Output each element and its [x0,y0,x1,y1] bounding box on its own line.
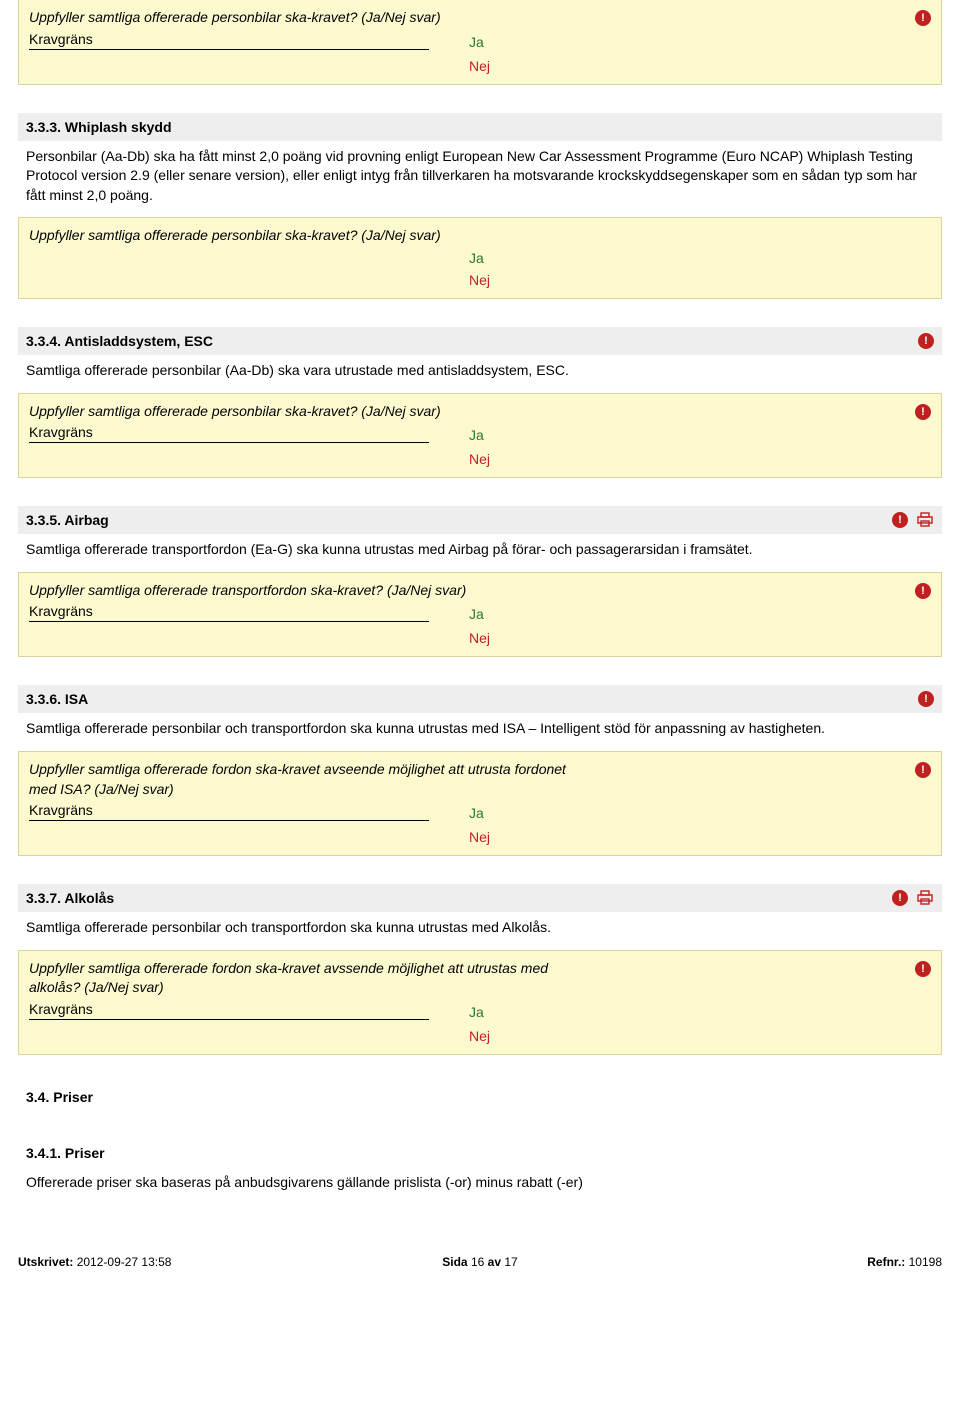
footer-av-label: av [488,1255,501,1269]
section-body: Samtliga offererade transportfordon (Ea-… [18,534,942,568]
section-header: 3.3.7. Alkolås! [18,884,942,912]
alert-icon: ! [918,691,934,707]
answer-nej: Nej [469,272,931,288]
question-text: Uppfyller samtliga offererade transportf… [29,581,589,601]
answer-nej: Nej [469,1028,490,1044]
answer-nej: Nej [469,451,490,467]
alert-icon: ! [892,890,908,906]
section-title: 3.3.5. Airbag [26,512,884,528]
section-header: 3.3.6. ISA! [18,685,942,713]
section-title: 3.3.4. Antisladdsystem, ESC [26,333,910,349]
kravgrans-label: Kravgräns [29,31,429,50]
page-footer: Utskrivet: 2012-09-27 13:58 Sida 16 av 1… [0,1249,960,1279]
footer-page-current: 16 [471,1255,484,1269]
footer-utskrivet-value: 2012-09-27 13:58 [77,1255,172,1269]
section-body: Samtliga offererade personbilar (Aa-Db) … [18,355,942,389]
footer-refnr-value: 10198 [909,1255,942,1269]
heading: 3.4.1. Priser [18,1139,942,1167]
alert-icon: ! [915,10,931,26]
answer-ja: Ja [469,34,484,50]
question-text: Uppfyller samtliga offererade personbila… [29,226,589,246]
footer-sida-label: Sida [442,1255,467,1269]
section-title: 3.3.7. Alkolås [26,890,884,906]
section-body: Offererade priser ska baseras på anbudsg… [18,1167,942,1201]
footer-page-total: 17 [504,1255,517,1269]
answer-ja: Ja [469,606,484,622]
kravgrans-label: Kravgräns [29,603,429,622]
question-text: Uppfyller samtliga offererade fordon ska… [29,959,589,998]
answer-ja: Ja [469,1004,484,1020]
print-icon [916,890,934,906]
question-box: ! Uppfyller samtliga offererade fordon sk… [18,950,942,1055]
answer-nej: Nej [469,630,490,646]
alert-icon: ! [892,512,908,528]
kravgrans-label: Kravgräns [29,424,429,443]
section-body: Samtliga offererade personbilar och tran… [18,912,942,946]
section-header: 3.3.4. Antisladdsystem, ESC! [18,327,942,355]
question-box: ! Uppfyller samtliga offererade transport… [18,572,942,658]
alert-icon: ! [915,583,931,599]
kravgrans-label: Kravgräns [29,802,429,821]
question-text: Uppfyller samtliga offererade fordon ska… [29,760,589,799]
question-box: ! Uppfyller samtliga offererade personbil… [18,393,942,479]
answer-nej: Nej [469,829,490,845]
footer-refnr-label: Refnr.: [867,1255,905,1269]
answer-nej: Nej [469,58,490,74]
alert-icon: ! [915,404,931,420]
section-title: 3.3.6. ISA [26,691,910,707]
question-text: Uppfyller samtliga offererade personbila… [29,402,589,422]
print-icon [916,512,934,528]
kravgrans-label: Kravgräns [29,1001,429,1020]
answer-ja: Ja [469,805,484,821]
section-body: Personbilar (Aa-Db) ska ha fått minst 2,… [18,141,942,214]
question-box: ! Uppfyller samtliga offererade personbil… [18,0,942,85]
alert-icon: ! [915,762,931,778]
question-box: Uppfyller samtliga offererade personbila… [18,217,942,299]
section-header: 3.3.5. Airbag! [18,506,942,534]
alert-icon: ! [915,961,931,977]
question-box: ! Uppfyller samtliga offererade fordon sk… [18,751,942,856]
heading: 3.4. Priser [18,1083,942,1111]
answer-ja: Ja [469,250,931,266]
section-title: 3.3.3. Whiplash skydd [26,119,934,135]
section-body: Samtliga offererade personbilar och tran… [18,713,942,747]
answer-ja: Ja [469,427,484,443]
footer-utskrivet-label: Utskrivet: [18,1255,73,1269]
section-header: 3.3.3. Whiplash skydd [18,113,942,141]
question-text: Uppfyller samtliga offererade personbila… [29,8,589,28]
alert-icon: ! [918,333,934,349]
